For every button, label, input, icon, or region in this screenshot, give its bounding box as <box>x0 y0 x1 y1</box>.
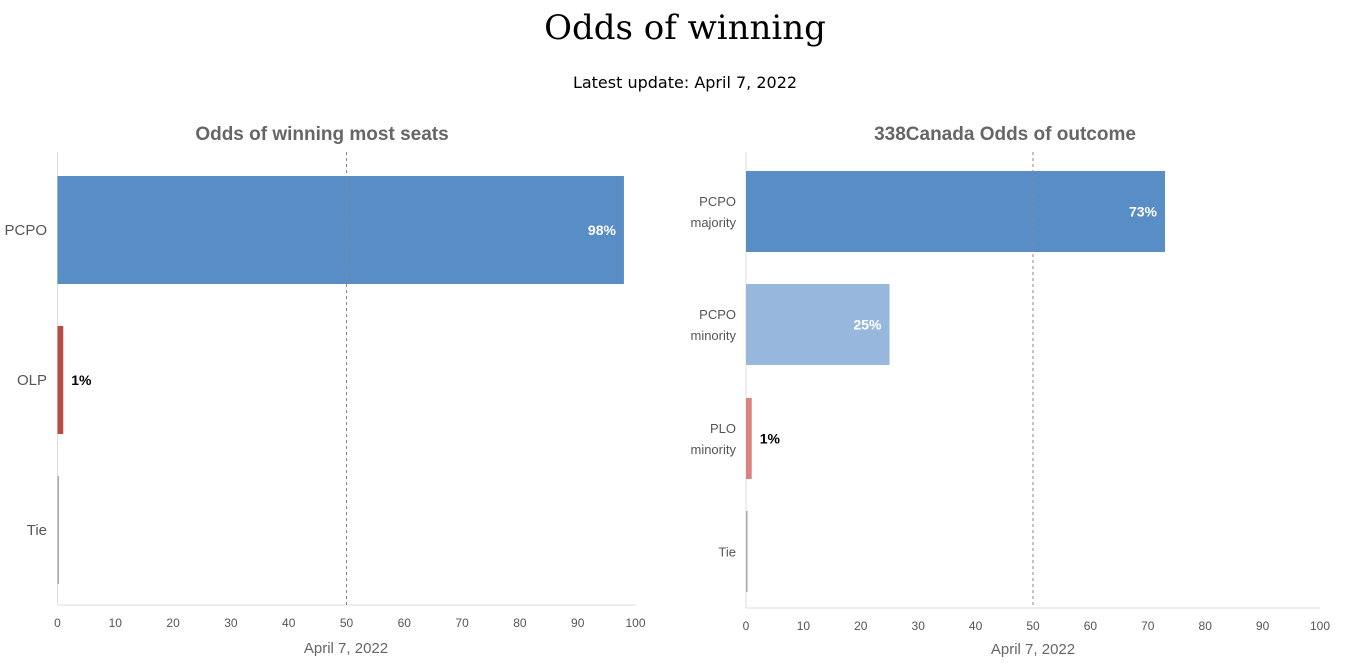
x-tick-label: 90 <box>571 616 585 630</box>
chart-title: Odds of winning most seats <box>195 124 448 145</box>
category-label: Tie <box>718 545 736 560</box>
bar <box>746 171 1166 252</box>
x-tick-label: 70 <box>1141 619 1155 633</box>
data-label: 98% <box>588 222 617 238</box>
x-tick-label: 50 <box>1026 619 1040 633</box>
x-tick-label: 50 <box>340 616 354 630</box>
x-tick-label: 30 <box>224 616 238 630</box>
bar <box>57 326 64 434</box>
x-tick-label: 20 <box>854 619 868 633</box>
category-label: minority <box>690 328 736 343</box>
x-tick-label: 100 <box>625 616 645 630</box>
data-label: 1% <box>71 372 92 388</box>
x-tick-label: 0 <box>743 619 750 633</box>
x-axis-label: April 7, 2022 <box>991 641 1075 658</box>
x-tick-label: 100 <box>1310 619 1330 633</box>
data-label: 1% <box>760 431 781 447</box>
category-label: PLO <box>710 421 736 436</box>
bar <box>746 511 748 592</box>
x-axis-label: April 7, 2022 <box>304 640 388 657</box>
x-tick-label: 20 <box>166 616 180 630</box>
x-tick-label: 80 <box>1199 619 1213 633</box>
x-tick-label: 90 <box>1256 619 1270 633</box>
bar <box>57 476 59 584</box>
chart-title: 338Canada Odds of outcome <box>874 124 1136 145</box>
x-tick-label: 60 <box>1084 619 1098 633</box>
x-tick-label: 0 <box>54 616 61 630</box>
category-label: majority <box>690 215 736 230</box>
x-tick-label: 10 <box>797 619 811 633</box>
data-label: 25% <box>853 317 882 333</box>
category-label: minority <box>690 442 736 457</box>
x-tick-label: 60 <box>398 616 412 630</box>
category-label: Tie <box>27 522 47 539</box>
category-label: PCPO <box>699 307 736 322</box>
page-subtitle: Latest update: April 7, 2022 <box>572 73 798 92</box>
bar <box>746 284 890 365</box>
bar <box>57 176 624 284</box>
page-title: Odds of winning <box>544 8 826 48</box>
x-tick-label: 70 <box>455 616 469 630</box>
x-tick-label: 10 <box>109 616 123 630</box>
x-tick-label: 80 <box>513 616 527 630</box>
category-label: PCPO <box>4 222 47 239</box>
bar <box>746 398 752 479</box>
category-label: PCPO <box>699 194 736 209</box>
x-tick-label: 40 <box>969 619 983 633</box>
x-tick-label: 40 <box>282 616 296 630</box>
x-tick-label: 30 <box>912 619 926 633</box>
data-label: 73% <box>1129 204 1158 220</box>
category-label: OLP <box>17 372 47 389</box>
